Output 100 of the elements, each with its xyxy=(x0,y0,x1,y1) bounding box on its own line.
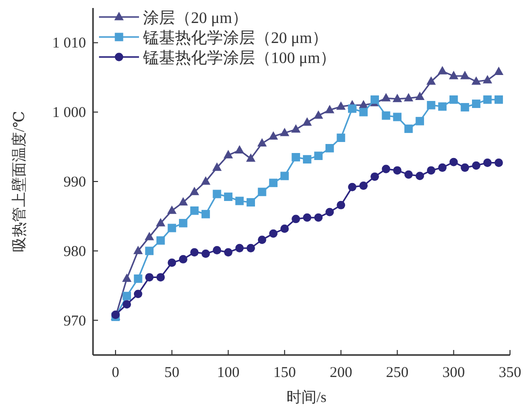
point xyxy=(145,273,154,282)
point xyxy=(190,186,200,196)
point xyxy=(336,134,346,142)
point xyxy=(178,218,188,228)
point xyxy=(178,255,188,264)
point xyxy=(178,197,188,206)
x-axis-title: 时间/s xyxy=(286,389,327,406)
point xyxy=(382,164,390,174)
point xyxy=(460,70,470,80)
point xyxy=(280,224,289,233)
point xyxy=(472,161,480,170)
point xyxy=(122,300,132,309)
point xyxy=(134,274,142,283)
point xyxy=(235,196,244,206)
y-tick-label: 990 xyxy=(64,174,86,190)
point xyxy=(212,162,222,171)
point xyxy=(449,95,458,104)
point xyxy=(145,246,154,256)
y-tick-label: 970 xyxy=(64,313,86,330)
point xyxy=(336,200,346,210)
point xyxy=(348,104,356,113)
point xyxy=(460,163,470,172)
point xyxy=(426,76,436,85)
point xyxy=(224,192,232,201)
point xyxy=(415,92,425,100)
x-tick-label: 100 xyxy=(216,365,240,381)
point xyxy=(168,258,176,267)
point xyxy=(471,76,481,85)
point xyxy=(381,93,391,102)
point xyxy=(280,172,289,180)
point xyxy=(246,153,256,162)
point xyxy=(314,213,323,222)
x-tick-label: 350 xyxy=(498,365,522,381)
point xyxy=(359,108,368,116)
point xyxy=(190,206,199,215)
point xyxy=(348,182,356,192)
y-axis-title: 吸热管上壁面温度/℃ xyxy=(11,111,28,252)
point xyxy=(472,100,480,108)
x-tick-label: 200 xyxy=(330,365,352,381)
point xyxy=(302,117,312,126)
point xyxy=(370,172,379,181)
point xyxy=(336,101,346,110)
point xyxy=(404,124,413,133)
point xyxy=(122,292,132,300)
point xyxy=(156,218,166,226)
point xyxy=(224,248,232,256)
point xyxy=(201,176,210,185)
y-tick-label: 980 xyxy=(64,244,86,260)
x-tick-label: 150 xyxy=(273,365,296,381)
point xyxy=(246,244,255,252)
point xyxy=(438,102,447,111)
point xyxy=(291,124,301,133)
point xyxy=(212,246,222,254)
point xyxy=(269,229,278,238)
point xyxy=(156,273,165,282)
y-tick-label: 1 000 xyxy=(52,105,86,122)
point xyxy=(258,188,266,196)
point xyxy=(359,181,368,190)
point xyxy=(494,66,504,76)
point xyxy=(202,210,210,218)
point xyxy=(426,100,436,110)
point xyxy=(358,100,368,108)
point xyxy=(234,145,244,154)
point xyxy=(482,74,492,84)
point xyxy=(280,128,290,136)
point xyxy=(483,95,492,104)
point xyxy=(156,236,165,245)
point xyxy=(133,246,143,254)
point xyxy=(167,205,177,214)
point xyxy=(292,214,300,224)
point xyxy=(393,112,402,122)
point xyxy=(235,244,244,252)
point xyxy=(483,158,492,167)
point xyxy=(224,150,233,158)
x-tick-label: 0 xyxy=(112,365,120,381)
point xyxy=(438,66,448,74)
x-tick-label: 300 xyxy=(442,365,465,381)
point xyxy=(416,172,424,180)
point xyxy=(134,290,142,298)
point xyxy=(302,155,312,164)
legend-label: 锰基热化学涂层（20 μm） xyxy=(142,29,328,47)
x-tick-label: 50 xyxy=(164,365,180,381)
point xyxy=(257,138,267,147)
point xyxy=(426,166,436,175)
point xyxy=(325,144,334,152)
point xyxy=(460,103,470,112)
point xyxy=(416,116,424,126)
point xyxy=(382,111,390,120)
point xyxy=(404,93,414,102)
point xyxy=(302,213,312,222)
legend-label: 锰基热化学涂层（100 μm） xyxy=(142,49,336,67)
point xyxy=(494,95,503,104)
point xyxy=(258,236,266,244)
point xyxy=(494,158,503,167)
point xyxy=(438,163,447,172)
point xyxy=(202,249,210,258)
point xyxy=(190,248,199,256)
point xyxy=(404,170,413,179)
point xyxy=(370,95,379,104)
point xyxy=(449,158,458,166)
